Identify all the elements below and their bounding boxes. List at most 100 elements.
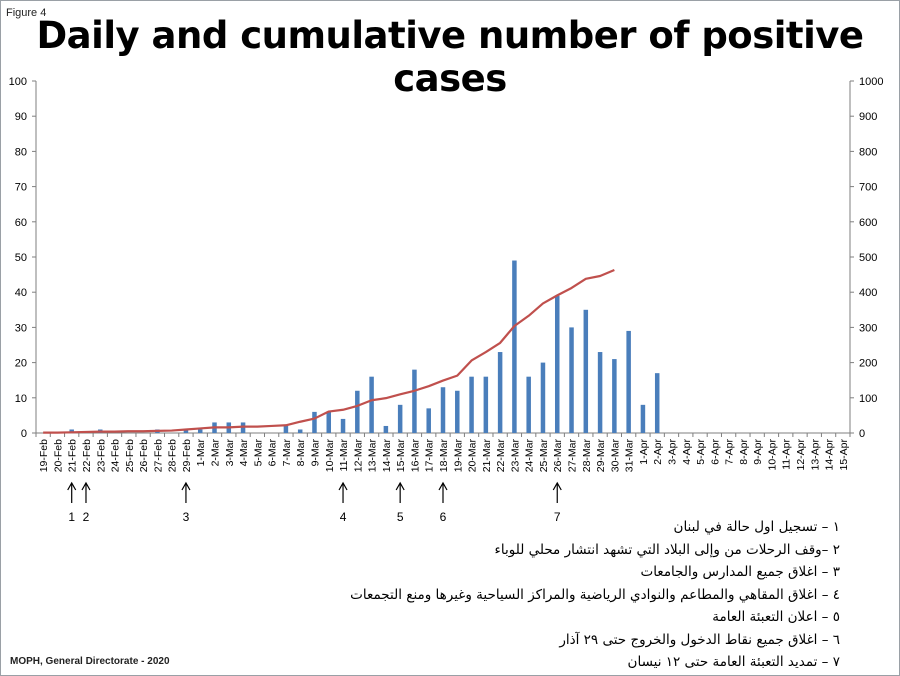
right-tick-label: 1000 — [859, 76, 883, 88]
x-tick-label: 28-Feb — [167, 439, 179, 472]
daily-cases-bar — [455, 390, 460, 433]
legend-item-4: ٤ – اغلاق المقاهي والمطاعم والنوادي الري… — [350, 586, 840, 603]
daily-cases-bar — [326, 411, 332, 433]
right-tick-label: 400 — [859, 287, 877, 299]
daily-cases-bar — [626, 330, 631, 433]
right-tick-label: 800 — [859, 146, 877, 158]
x-tick-label: 13-Mar — [367, 439, 379, 473]
left-tick-label: 60 — [15, 217, 27, 229]
x-tick-label: 24-Mar — [524, 439, 536, 473]
right-tick-label: 900 — [859, 111, 877, 123]
x-tick-label: 1-Apr — [638, 439, 650, 465]
daily-cases-bar — [469, 376, 474, 433]
x-tick-label: 15-Mar — [395, 439, 407, 473]
x-tick-label: 31-Mar — [624, 439, 636, 473]
daily-cases-bar — [512, 260, 517, 433]
x-tick-label: 21-Feb — [67, 439, 79, 472]
x-tick-label: 15-Apr — [838, 438, 850, 470]
daily-cases-bar — [483, 376, 489, 433]
left-tick-label: 80 — [15, 146, 27, 158]
annotation-arrow-head — [81, 481, 91, 491]
left-tick-label: 10 — [15, 393, 27, 405]
x-tick-label: 26-Mar — [552, 439, 564, 473]
annotation-legend: ١ – تسجيل اول حالة في لبنان ٢ –وقف الرحل… — [280, 516, 840, 674]
x-tick-label: 8-Apr — [738, 439, 750, 465]
x-tick-label: 9-Mar — [309, 438, 321, 466]
daily-cases-bar — [569, 327, 574, 433]
x-tick-label: 9-Apr — [752, 439, 764, 465]
x-tick-label: 23-Mar — [509, 439, 521, 473]
x-tick-label: 22-Mar — [495, 439, 507, 473]
x-tick-label: 18-Mar — [438, 439, 450, 473]
x-tick-label: 6-Mar — [267, 438, 279, 466]
left-tick-label: 100 — [9, 76, 27, 88]
x-tick-label: 12-Mar — [352, 439, 364, 473]
daily-cases-bar — [383, 425, 389, 433]
annotation-arrow-head — [438, 481, 448, 491]
x-tick-label: 4-Mar — [238, 438, 250, 466]
x-tick-label: 17-Mar — [424, 439, 436, 473]
legend-item-5: ٥ – اعلان التعبئة العامة — [712, 609, 840, 625]
x-tick-label: 26-Feb — [138, 439, 150, 472]
x-tick-label: 8-Mar — [295, 438, 307, 466]
x-tick-label: 19-Mar — [452, 439, 464, 473]
daily-cases-bar — [583, 309, 589, 433]
x-tick-label: 27-Feb — [152, 439, 164, 472]
x-tick-label: 23-Feb — [95, 439, 107, 472]
x-tick-label: 14-Mar — [381, 439, 393, 473]
legend-item-3: ٣ – اغلاق جميع المدارس والجامعات — [640, 564, 840, 580]
left-tick-label: 0 — [21, 428, 27, 440]
right-tick-label: 700 — [859, 182, 877, 194]
annotation-arrow-head — [552, 481, 562, 491]
x-tick-label: 28-Mar — [581, 439, 593, 473]
annotation-marker: 1 — [67, 481, 77, 524]
annotation-number: 4 — [340, 510, 347, 524]
x-tick-label: 13-Apr — [809, 438, 821, 470]
daily-cases-bar — [497, 352, 503, 433]
left-tick-label: 90 — [15, 111, 27, 123]
annotation-arrow-head — [181, 481, 191, 491]
left-tick-label: 30 — [15, 322, 27, 334]
daily-cases-bar — [312, 411, 317, 433]
left-tick-label: 40 — [15, 287, 27, 299]
daily-cases-bar — [554, 295, 560, 433]
x-tick-label: 2-Apr — [652, 439, 664, 465]
annotation-number: 2 — [83, 510, 90, 524]
x-tick-label: 24-Feb — [110, 439, 122, 472]
legend-item-2: ٢ –وقف الرحلات من وإلى البلاد التي تشهد … — [494, 541, 840, 558]
daily-cases-bar — [640, 404, 646, 433]
annotation-marker: 5 — [395, 481, 405, 524]
annotation-number: 5 — [397, 510, 404, 524]
x-tick-label: 30-Mar — [609, 439, 621, 473]
x-tick-label: 2-Mar — [210, 438, 222, 466]
annotation-number: 3 — [183, 510, 190, 524]
x-tick-label: 4-Apr — [681, 439, 693, 465]
x-tick-label: 3-Mar — [224, 438, 236, 466]
x-tick-label: 16-Mar — [409, 439, 421, 473]
annotation-arrow-head — [338, 481, 348, 491]
x-tick-label: 12-Apr — [795, 438, 807, 470]
daily-cases-bar — [183, 429, 189, 433]
figure-label: Figure 4 — [6, 7, 47, 19]
annotation-number: 7 — [554, 510, 561, 524]
daily-cases-bar — [397, 404, 403, 433]
daily-cases-bar — [426, 408, 431, 433]
x-tick-label: 7-Mar — [281, 438, 293, 466]
annotation-marker: 7 — [552, 481, 562, 524]
daily-cases-bar — [412, 369, 417, 433]
x-tick-label: 21-Mar — [481, 439, 493, 473]
x-tick-label: 29-Mar — [595, 439, 607, 473]
annotation-marker: 2 — [81, 481, 91, 524]
x-tick-label: 29-Feb — [181, 439, 193, 472]
x-tick-label: 11-Apr — [781, 439, 793, 470]
x-tick-label: 11-Mar — [338, 439, 350, 472]
x-tick-label: 25-Feb — [124, 439, 136, 472]
x-tick-label: 5-Apr — [695, 439, 707, 465]
daily-cases-bar — [612, 359, 617, 433]
x-tick-label: 7-Apr — [724, 439, 736, 465]
footer-credit: MOPH, General Directorate - 2020 — [10, 656, 170, 667]
right-tick-label: 500 — [859, 252, 877, 264]
x-tick-label: 25-Mar — [538, 439, 550, 473]
chart-title: Daily and cumulative number of positive … — [36, 14, 864, 100]
x-tick-label: 10-Mar — [324, 439, 336, 473]
